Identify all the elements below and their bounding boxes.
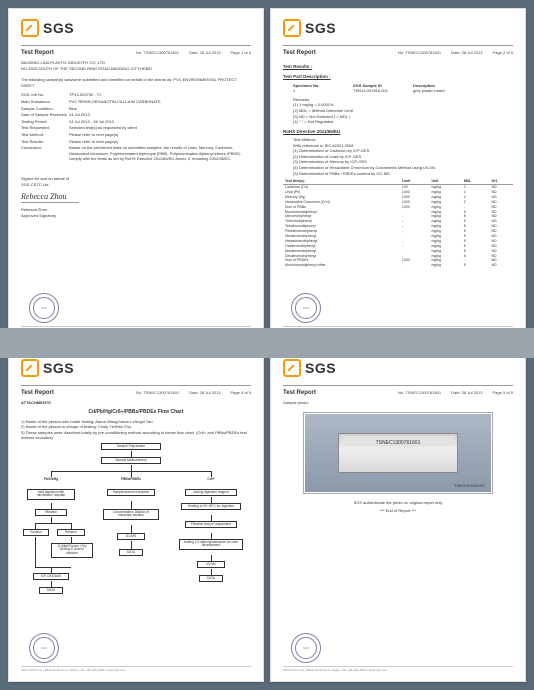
sgs-logo: SGS bbox=[21, 359, 251, 377]
sgs-seal-icon: SGS bbox=[29, 633, 59, 663]
sample-photo-head: Sample photo: bbox=[283, 400, 513, 406]
results-table: Test Item(s)LimitUnitMDL001Cadmium (Cd)1… bbox=[283, 179, 513, 268]
field-row: Date of Sample Received:24 Jul 2013 bbox=[21, 112, 251, 118]
end-of-report: *** End of Report *** bbox=[283, 508, 513, 514]
report-page-2: SGS Test Report No. TSNEC1300761601 Date… bbox=[270, 8, 526, 342]
page-footer: SGS-CSTC Ltd. | Block North No.4, Tianji… bbox=[283, 666, 513, 673]
sample-sub-id: TSN13-007616.001 bbox=[454, 484, 485, 489]
signature-block: Signed for and on behalf of SGS-CSTC Ltd… bbox=[21, 176, 251, 219]
field-row: Testing Period:24 Jul 2013 - 28 Jul 2013 bbox=[21, 119, 251, 125]
sgs-seal-icon: SGS bbox=[291, 633, 321, 663]
signature: Rebecca Zhou bbox=[21, 191, 79, 203]
sgs-logo: SGS bbox=[283, 359, 513, 377]
directive-head: RoHS Directive 2011/65/EU bbox=[283, 129, 513, 135]
node-prep: Sample Preparation bbox=[101, 443, 161, 451]
header-row: Test Report No. TSNEC1300761601 Date: 28… bbox=[283, 50, 513, 56]
node-meas: Sample Measurement bbox=[101, 457, 161, 465]
sgs-logo-icon bbox=[21, 359, 39, 377]
sgs-logo-text: SGS bbox=[43, 20, 74, 36]
field-row: Conclusion:Based on the performed tests … bbox=[21, 145, 251, 162]
client-addr: NO.3333 SOUTH OF THE SECOND RING ROAD,BA… bbox=[21, 66, 251, 72]
report-title: Test Report bbox=[283, 390, 316, 396]
report-title: Test Report bbox=[21, 50, 54, 56]
report-title: Test Report bbox=[21, 390, 54, 396]
header-row: Test Report No. TSNEC1300761601 Date: 28… bbox=[21, 50, 251, 56]
sample-object: TSNEC1300761601 bbox=[338, 433, 458, 473]
report-page-4: SGS Test Report No. TSNEC1300761601 Date… bbox=[8, 348, 264, 682]
sgs-logo-text: SGS bbox=[305, 360, 336, 376]
sample-id-label: TSNEC1300761601 bbox=[376, 440, 421, 447]
report-page-5: SGS Test Report No. TSNEC1300761601 Date… bbox=[270, 348, 526, 682]
watermark-band bbox=[0, 328, 534, 358]
sgs-logo-text: SGS bbox=[43, 360, 74, 376]
field-row: Test Requested:Selected test(s) as reque… bbox=[21, 125, 251, 131]
sgs-seal-icon: SGS bbox=[291, 293, 321, 323]
field-row: Sample Condition:Blue bbox=[21, 106, 251, 112]
sgs-logo: SGS bbox=[21, 19, 251, 37]
sgs-logo-text: SGS bbox=[305, 20, 336, 36]
header-row: Test Report No. TSNEC1300761601 Date: 28… bbox=[21, 390, 251, 396]
flow-chart: Sample Preparation Sample Measurement Pb… bbox=[21, 443, 251, 623]
results-head: Test Results : bbox=[283, 64, 513, 70]
part-desc-head: Test Part Description : bbox=[283, 74, 513, 80]
field-row: Test Method:Please refer to next page(s) bbox=[21, 132, 251, 138]
table-row: Monobromodiphenyl ether-mg/kg5ND bbox=[283, 263, 513, 268]
sgs-logo-icon bbox=[21, 19, 39, 37]
field-row: Main Substance:PVC RESIN,ORGANOTIN,CALCI… bbox=[21, 99, 251, 105]
flow-chart-title: Cd/Pb/Hg/Cr6+/PBBs/PBDEs Flow Chart bbox=[21, 409, 251, 416]
sgs-logo-icon bbox=[283, 359, 301, 377]
sgs-logo-icon bbox=[283, 19, 301, 37]
page-footer: SGS-CSTC Ltd. | Block North No.4, Tianji… bbox=[21, 666, 251, 673]
field-row: SGS Job No.TP13-003730 - TJ bbox=[21, 92, 251, 98]
auth-text: SGS authenticate the photo on original r… bbox=[283, 500, 513, 506]
report-page-1: SGS Test Report No. TSNEC1300761601 Date… bbox=[8, 8, 264, 342]
intro-text: The following sample(s) was/were submitt… bbox=[21, 77, 251, 88]
header-row: Test Report No. TSNEC1300761601 Date: 28… bbox=[283, 390, 513, 396]
sgs-seal-icon: SGS bbox=[29, 293, 59, 323]
sgs-logo: SGS bbox=[283, 19, 513, 37]
field-row: Test Results:Please refer to next page(s… bbox=[21, 139, 251, 145]
sample-photo: TSNEC1300761601 TSN13-007616.001 bbox=[303, 412, 493, 494]
report-title: Test Report bbox=[283, 50, 316, 56]
attachments-head: ATTACHMENTS bbox=[21, 400, 251, 406]
